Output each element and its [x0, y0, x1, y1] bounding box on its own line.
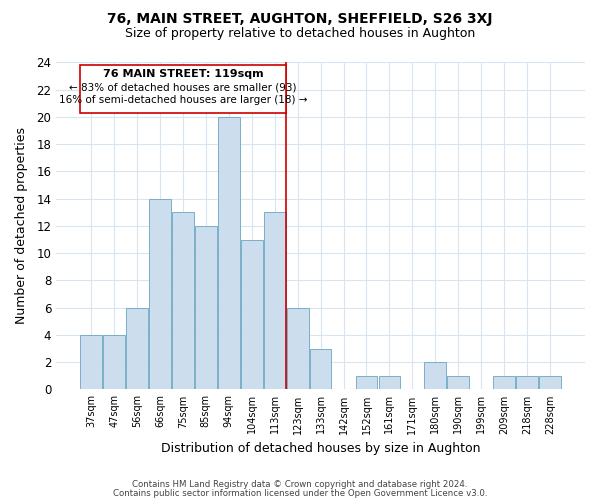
Y-axis label: Number of detached properties: Number of detached properties	[15, 128, 28, 324]
Bar	[218, 117, 240, 390]
Bar	[149, 198, 171, 390]
Text: ← 83% of detached houses are smaller (93): ← 83% of detached houses are smaller (93…	[70, 83, 297, 93]
Bar	[310, 348, 331, 390]
Text: Contains HM Land Registry data © Crown copyright and database right 2024.: Contains HM Land Registry data © Crown c…	[132, 480, 468, 489]
Bar	[539, 376, 561, 390]
Bar	[103, 335, 125, 390]
Bar	[516, 376, 538, 390]
Bar	[126, 308, 148, 390]
Bar	[80, 335, 102, 390]
Bar	[264, 212, 286, 390]
Bar	[424, 362, 446, 390]
FancyBboxPatch shape	[80, 65, 286, 113]
Bar	[241, 240, 263, 390]
Bar	[356, 376, 377, 390]
Text: 76, MAIN STREET, AUGHTON, SHEFFIELD, S26 3XJ: 76, MAIN STREET, AUGHTON, SHEFFIELD, S26…	[107, 12, 493, 26]
Bar	[379, 376, 400, 390]
Bar	[195, 226, 217, 390]
Text: Size of property relative to detached houses in Aughton: Size of property relative to detached ho…	[125, 28, 475, 40]
Text: 16% of semi-detached houses are larger (18) →: 16% of semi-detached houses are larger (…	[59, 95, 307, 105]
Text: 76 MAIN STREET: 119sqm: 76 MAIN STREET: 119sqm	[103, 70, 263, 80]
Bar	[172, 212, 194, 390]
Bar	[493, 376, 515, 390]
X-axis label: Distribution of detached houses by size in Aughton: Distribution of detached houses by size …	[161, 442, 481, 455]
Text: Contains public sector information licensed under the Open Government Licence v3: Contains public sector information licen…	[113, 488, 487, 498]
Bar	[287, 308, 308, 390]
Bar	[448, 376, 469, 390]
